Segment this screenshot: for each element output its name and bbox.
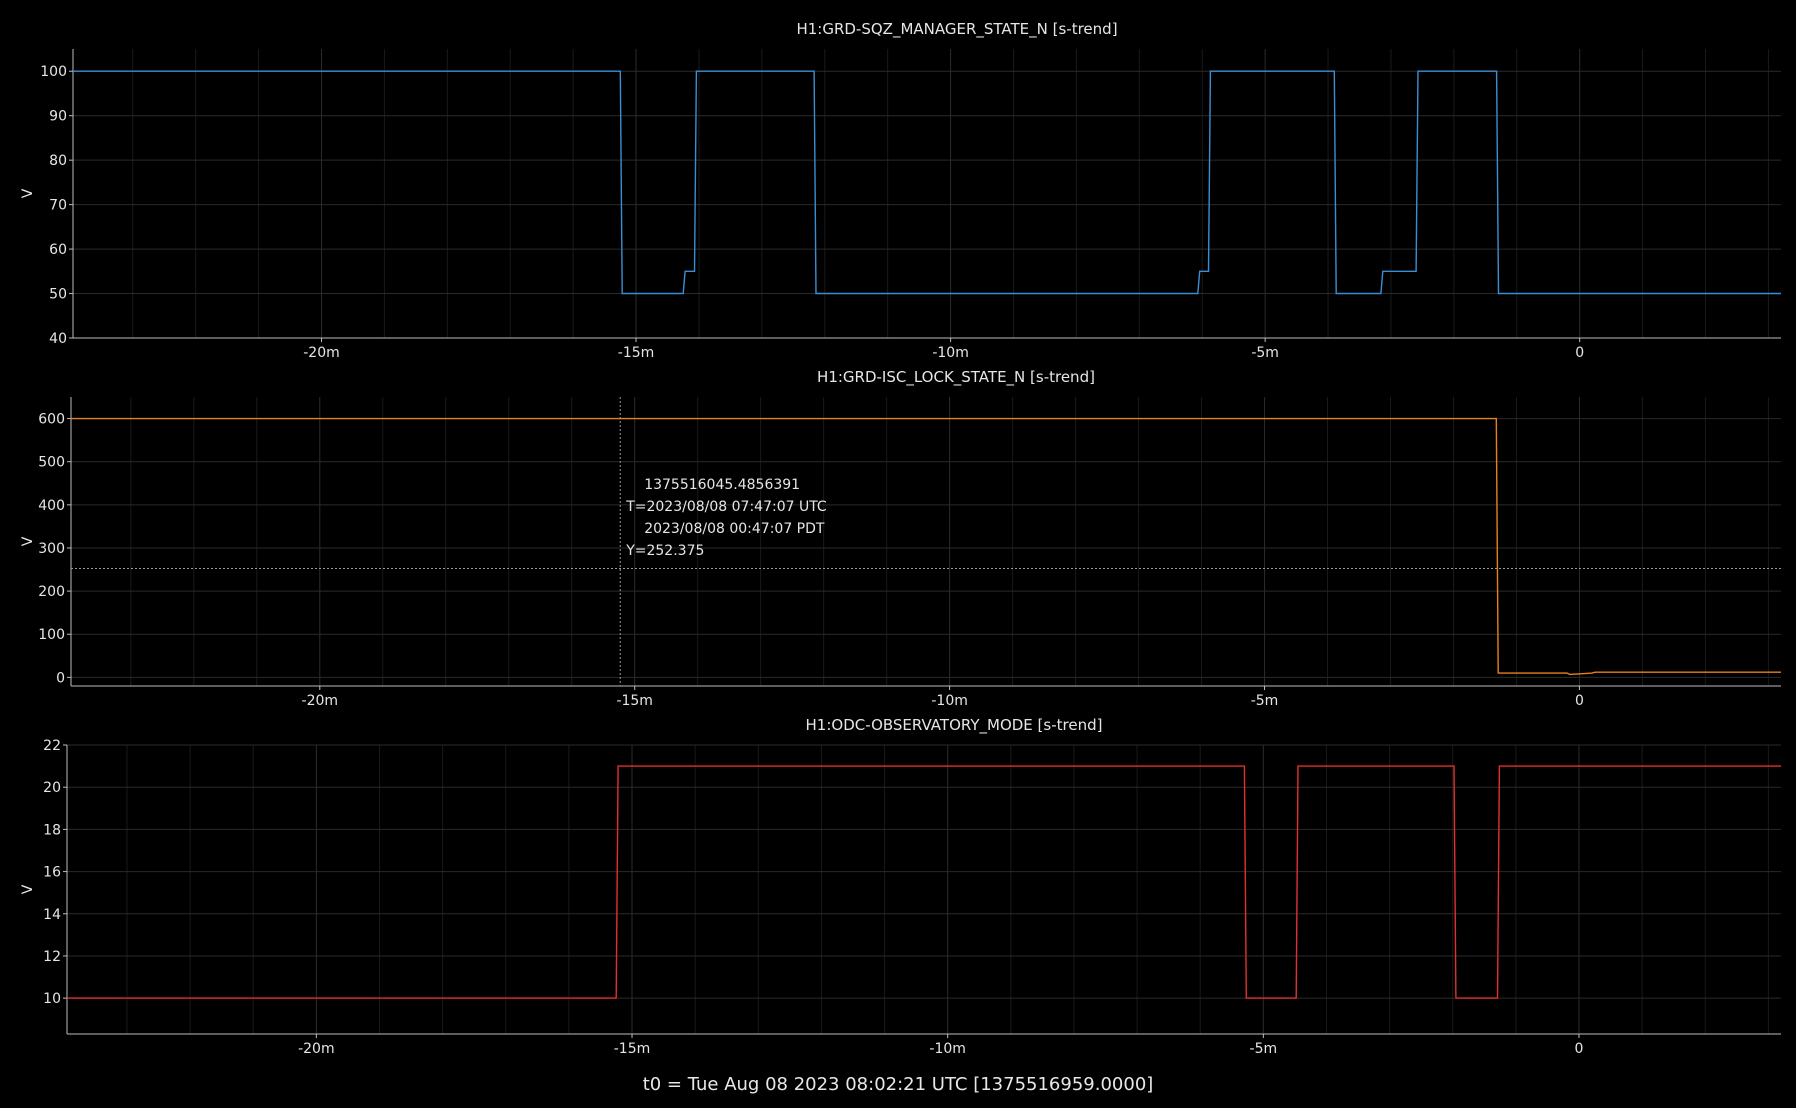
y-tick-label: 10: [43, 991, 61, 1007]
x-tick-label: -15m: [616, 693, 653, 709]
x-tick-label: -5m: [1251, 693, 1279, 709]
x-tick-label: -10m: [932, 345, 969, 361]
x-tick-label: -20m: [303, 345, 340, 361]
y-tick-label: 50: [49, 287, 67, 303]
series-line: [67, 765, 1781, 999]
y-axis-label: V: [20, 536, 36, 546]
y-tick-label: 400: [38, 498, 65, 514]
x-tick-label: 0: [1575, 345, 1584, 361]
x-tick-label: 0: [1575, 693, 1584, 709]
y-axis-label: V: [20, 884, 36, 894]
x-tick-label: 0: [1575, 1041, 1584, 1057]
series-line: [71, 417, 1781, 676]
y-tick-label: 16: [43, 865, 61, 881]
plot-panel-3: H1:ODC-OBSERVATORY_MODE [s-trend] V 10 12 14…: [20, 716, 1781, 1057]
y-axis-label: V: [20, 188, 36, 198]
y-tick-label: 18: [43, 822, 61, 838]
x-tick-label: -15m: [618, 345, 655, 361]
cursor-readout-line: 2023/08/08 00:47:07 PDT: [644, 521, 825, 537]
y-tick-label: 200: [38, 584, 65, 600]
y-tick-label: 20: [43, 780, 61, 796]
y-tick-label: 100: [38, 627, 65, 643]
trend-plots[interactable]: H1:GRD-SQZ_MANAGER_STATE_N [s-trend] V 40 5…: [0, 0, 1796, 1070]
x-tick-label: -10m: [929, 1041, 966, 1057]
plot-panel-2: H1:GRD-ISC_LOCK_STATE_N [s-trend] V 0 100 20…: [20, 368, 1781, 709]
series-line: [73, 70, 1781, 295]
plot-title: H1:GRD-SQZ_MANAGER_STATE_N [s-trend]: [796, 20, 1117, 39]
cursor-readout-line: Y=252.375: [625, 543, 704, 559]
x-tick-label: -20m: [298, 1041, 335, 1057]
x-tick-label: -10m: [931, 693, 968, 709]
plot-title: H1:ODC-OBSERVATORY_MODE [s-trend]: [806, 716, 1103, 735]
y-tick-label: 14: [43, 907, 61, 923]
y-tick-label: 60: [49, 242, 67, 258]
y-tick-label: 70: [49, 198, 67, 214]
x-tick-label: -20m: [302, 693, 339, 709]
t0-footer: t0 = Tue Aug 08 2023 08:02:21 UTC [13755…: [642, 1074, 1154, 1095]
plot-panel-1: H1:GRD-SQZ_MANAGER_STATE_N [s-trend] V 40 5…: [20, 20, 1781, 361]
y-tick-label: 80: [49, 153, 67, 169]
y-tick-label: 300: [38, 541, 65, 557]
y-tick-label: 90: [49, 109, 67, 125]
x-tick-label: -15m: [614, 1041, 651, 1057]
x-tick-label: -5m: [1250, 1041, 1278, 1057]
y-tick-label: 600: [38, 412, 65, 428]
cursor-readout-line: 1375516045.4856391: [644, 477, 800, 493]
x-tick-label: -5m: [1251, 345, 1279, 361]
y-tick-label: 0: [56, 670, 65, 686]
y-tick-label: 100: [40, 64, 67, 80]
plot-title: H1:GRD-ISC_LOCK_STATE_N [s-trend]: [817, 368, 1095, 387]
y-tick-label: 40: [49, 331, 67, 347]
y-tick-label: 12: [43, 949, 61, 965]
cursor-readout-line: T=2023/08/08 07:47:07 UTC: [625, 499, 827, 515]
y-tick-label: 22: [43, 738, 61, 754]
y-tick-label: 500: [38, 455, 65, 471]
